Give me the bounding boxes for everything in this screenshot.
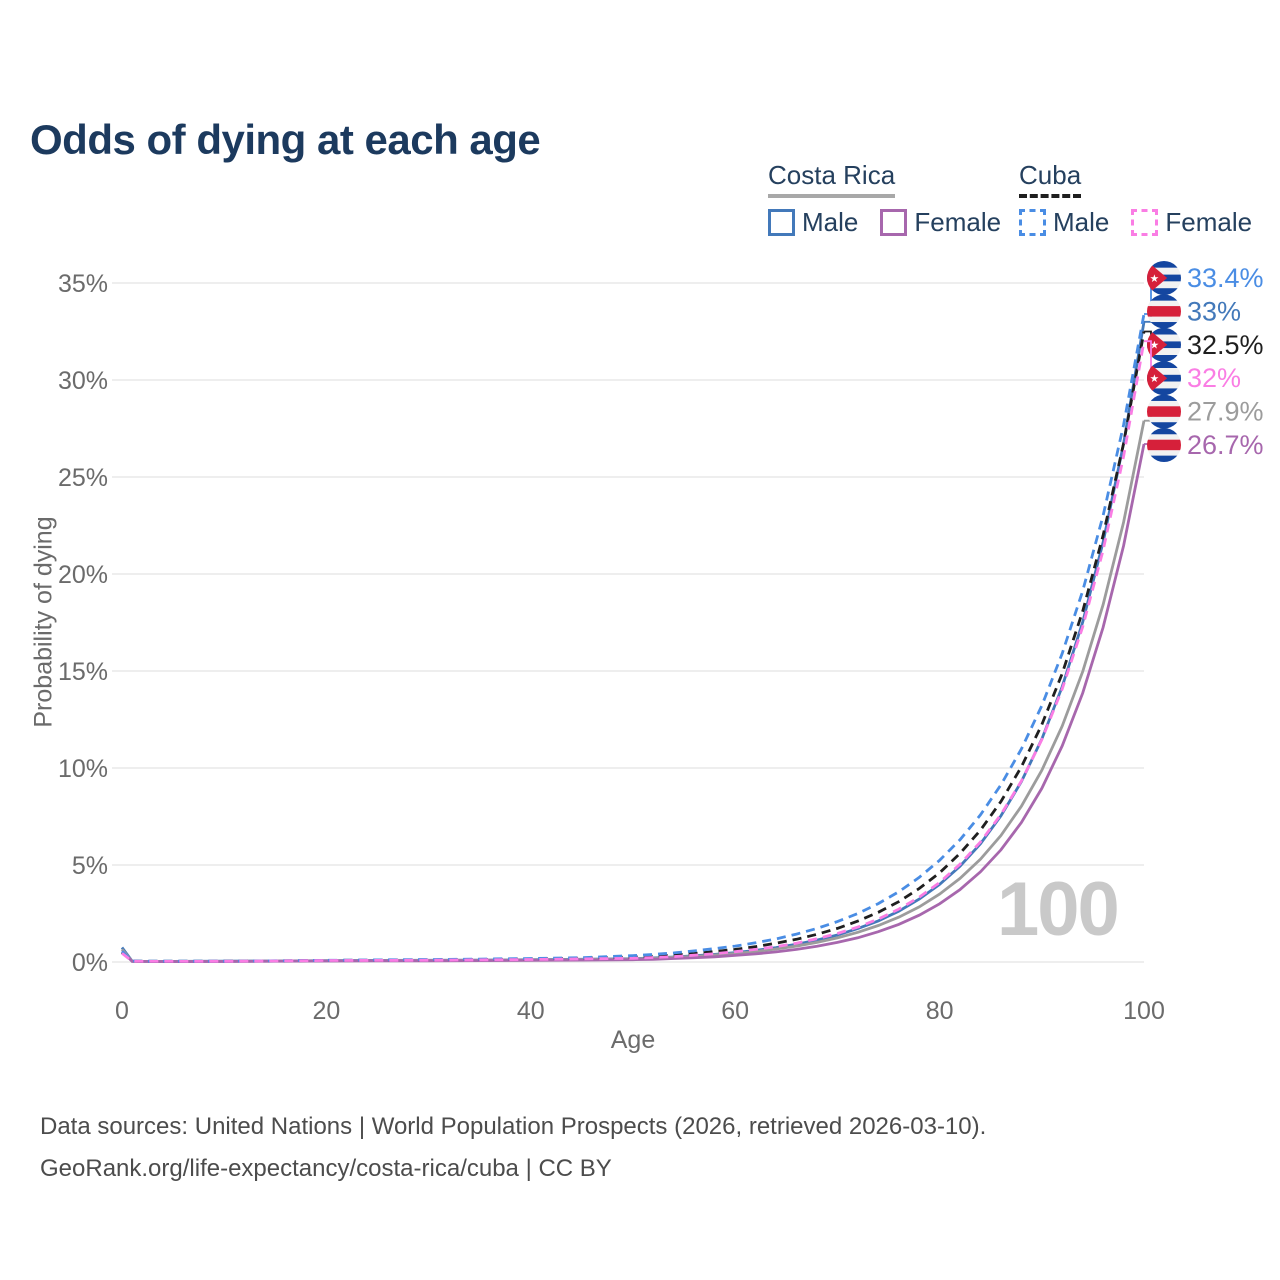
y-axis-title: Probability of dying	[29, 516, 58, 728]
data-source-line: Data sources: United Nations | World Pop…	[40, 1113, 987, 1140]
end-value-text: 26.7%	[1187, 430, 1264, 460]
legend-item-cuba-female: Female	[1131, 207, 1252, 238]
y-tick-label: 0%	[72, 949, 108, 977]
costa-rica-flag-icon	[1147, 428, 1181, 462]
costa-rica-flag-icon	[1147, 294, 1181, 328]
y-tick-label: 30%	[58, 367, 108, 395]
line-swatch-cuba-male	[1019, 209, 1046, 236]
cuba-flag-icon	[1147, 328, 1181, 362]
line-swatch-costa-rica-male	[768, 209, 795, 236]
series-line	[121, 340, 1146, 963]
series-line	[121, 331, 1146, 963]
gridlines	[112, 282, 1144, 963]
series-line	[121, 443, 1146, 964]
attribution-line: GeoRank.org/life-expectancy/costa-rica/c…	[40, 1155, 612, 1182]
end-value-labels: 33.4%33% 32.5%32% 27.9%26.7%	[1144, 261, 1264, 462]
x-tick-label: 60	[721, 997, 749, 1025]
legend-item-label: Male	[802, 207, 859, 237]
y-tick-label: 10%	[58, 755, 108, 783]
legend-item-label: Male	[1053, 207, 1110, 237]
data-lines	[120, 313, 1146, 964]
end-value-text: 32.5%	[1187, 330, 1264, 360]
line-swatch-cuba-female	[1131, 209, 1159, 236]
end-value-text: 33%	[1187, 296, 1241, 326]
x-tick-label: 100	[1123, 997, 1165, 1025]
age-watermark: 100	[997, 867, 1120, 952]
end-value-text: 32%	[1187, 363, 1241, 393]
y-tick-label: 5%	[72, 852, 108, 880]
legend-item-costa-rica-male: Male	[768, 207, 858, 238]
legend-item-label: Female	[1165, 207, 1253, 237]
legend-group-title-cuba: Cuba	[1019, 160, 1082, 198]
cuba-flag-icon	[1147, 361, 1181, 395]
end-value-text: 33.4%	[1187, 263, 1264, 293]
series-line	[120, 420, 1146, 963]
costa-rica-flag-icon	[1147, 395, 1181, 429]
cuba-flag-icon	[1147, 261, 1181, 295]
y-tick-label: 15%	[58, 658, 108, 686]
x-tick-label: 20	[312, 997, 340, 1025]
x-tick-label: 80	[926, 997, 954, 1025]
x-tick-label: 0	[115, 997, 129, 1025]
legend-item-cuba-male: Male	[1019, 207, 1109, 238]
legend-group-costa-rica: Costa Rica Male Female	[768, 160, 1023, 238]
legend-item-label: Female	[914, 207, 1002, 237]
chart-title: Odds of dying at each age	[30, 116, 541, 164]
series-line	[121, 313, 1146, 963]
y-tick-label: 20%	[58, 561, 108, 589]
x-tick-label: 40	[517, 997, 545, 1025]
legend-group-title-costa-rica: Costa Rica	[768, 160, 896, 198]
legend-group-cuba: Cuba Male Female	[1019, 160, 1274, 238]
line-swatch-costa-rica-female	[880, 209, 908, 236]
y-tick-label: 35%	[58, 270, 108, 298]
axis-tick-labels: 0% 5% 10% 15% 20% 25% 30% 35% 0 20 40 60 80 100	[58, 270, 1165, 1025]
y-tick-label: 25%	[58, 464, 108, 492]
footer: Data sources: United Nations | World Pop…	[40, 1106, 986, 1190]
end-value-text: 27.9%	[1187, 397, 1264, 427]
legend-item-costa-rica-female: Female	[880, 207, 1001, 238]
x-axis-title: Age	[610, 1026, 656, 1054]
